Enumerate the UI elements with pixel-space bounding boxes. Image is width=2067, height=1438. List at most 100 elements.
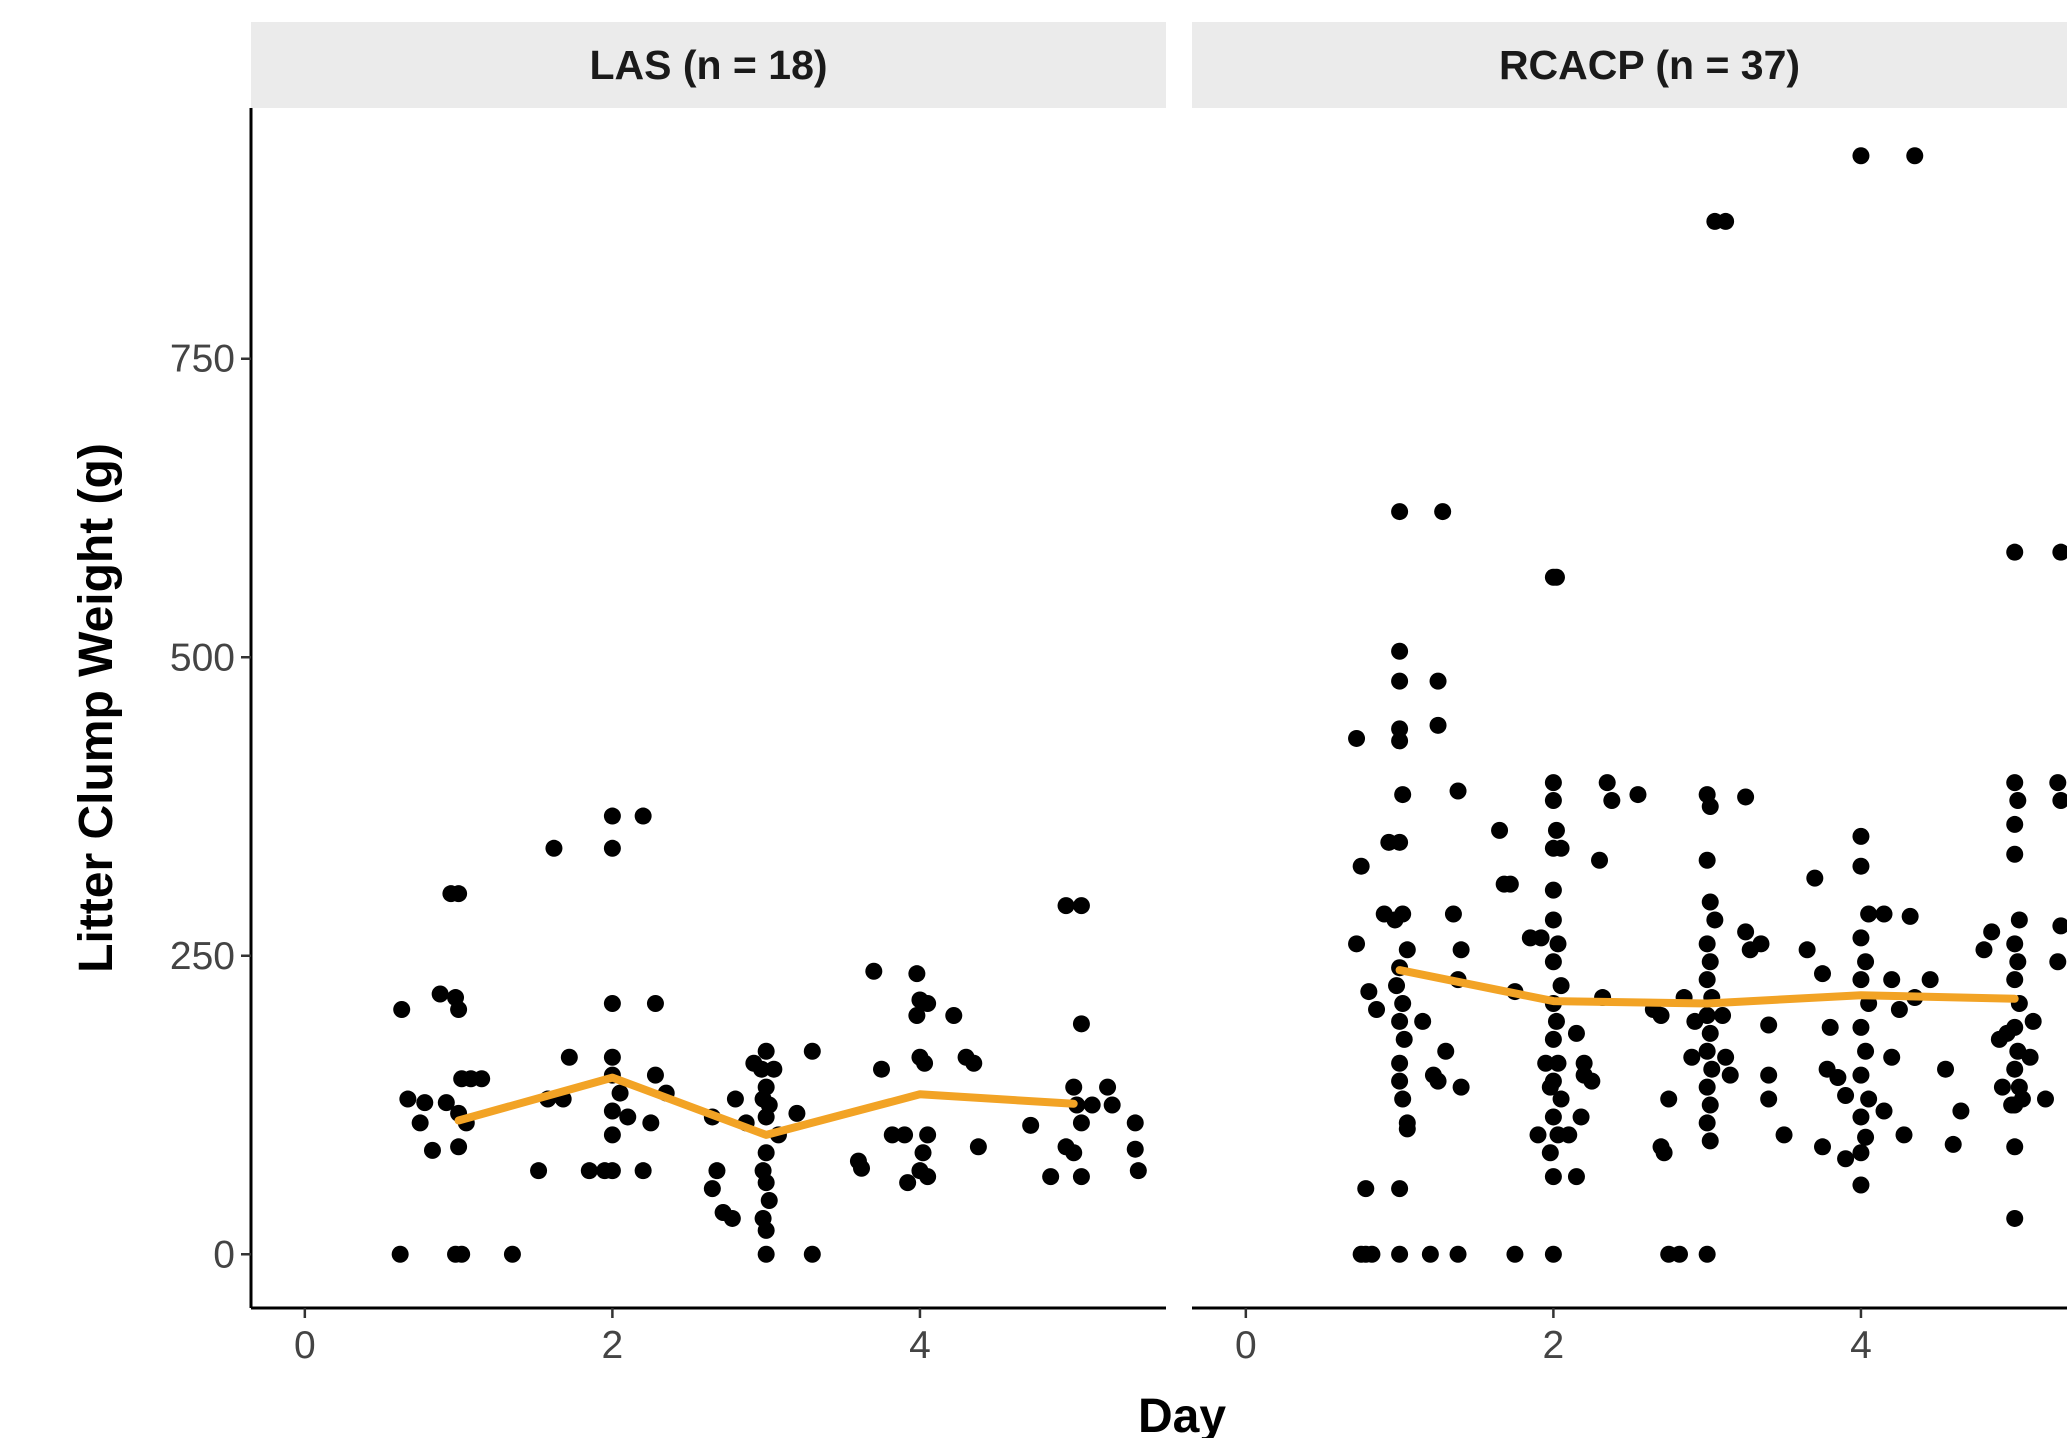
data-point xyxy=(530,1162,548,1180)
data-point xyxy=(803,1245,821,1263)
data-point xyxy=(1394,1090,1412,1108)
data-point xyxy=(1603,792,1621,810)
data-point xyxy=(919,1168,937,1186)
data-point xyxy=(545,839,563,857)
data-point xyxy=(1852,971,1870,989)
data-point xyxy=(1552,839,1570,857)
data-point xyxy=(1506,1245,1524,1263)
data-point xyxy=(1706,911,1724,929)
data-point xyxy=(1821,1018,1839,1036)
y-tick-label: 0 xyxy=(213,1233,235,1276)
data-point xyxy=(1042,1168,1060,1186)
data-point xyxy=(919,995,937,1013)
data-point xyxy=(1701,1024,1719,1042)
data-point xyxy=(1698,1078,1716,1096)
data-point xyxy=(969,1138,987,1156)
data-point xyxy=(2021,1048,2039,1066)
panel-data-layer xyxy=(391,807,1147,1263)
data-point xyxy=(1937,1060,1955,1078)
data-point xyxy=(2006,1138,2024,1156)
data-point xyxy=(1806,869,1824,887)
data-point xyxy=(1895,1126,1913,1144)
data-point xyxy=(619,1108,637,1126)
data-point xyxy=(1544,774,1562,792)
x-tick-label: 2 xyxy=(1543,1324,1565,1367)
trend-line xyxy=(1395,966,2019,1008)
data-point xyxy=(1818,1060,1836,1078)
data-point xyxy=(1398,941,1416,959)
data-point xyxy=(1452,1078,1470,1096)
data-point xyxy=(1857,953,1875,971)
data-point xyxy=(1652,1006,1670,1024)
facet-strip xyxy=(1192,22,2067,108)
data-point xyxy=(1760,1090,1778,1108)
data-point xyxy=(753,1060,771,1078)
data-point xyxy=(1737,923,1755,941)
x-tick-label: 4 xyxy=(909,1324,931,1367)
panel-data-layer xyxy=(1348,147,2067,1263)
data-point xyxy=(603,807,621,825)
data-point xyxy=(2006,1018,2024,1036)
data-point xyxy=(1860,1090,1878,1108)
data-point xyxy=(1391,503,1409,521)
data-point xyxy=(611,1084,629,1102)
facet-strip xyxy=(251,22,1166,108)
data-point xyxy=(2009,792,2027,810)
data-point xyxy=(1537,1054,1555,1072)
trend-line xyxy=(454,1073,1078,1139)
data-point xyxy=(945,1006,963,1024)
data-point xyxy=(646,1066,664,1084)
data-point xyxy=(393,1000,411,1018)
data-point xyxy=(1698,935,1716,953)
data-point xyxy=(1549,1054,1567,1072)
data-point xyxy=(1449,782,1467,800)
y-axis-title: Litter Clump Weight (g) xyxy=(70,443,123,973)
data-point xyxy=(603,1048,621,1066)
data-point xyxy=(1391,732,1409,750)
data-point xyxy=(1852,1176,1870,1194)
data-point xyxy=(646,995,664,1013)
data-point xyxy=(391,1245,409,1263)
data-point xyxy=(1126,1114,1144,1132)
data-point xyxy=(1434,503,1452,521)
data-point xyxy=(1126,1140,1144,1158)
data-point xyxy=(560,1048,578,1066)
data-point xyxy=(1837,1086,1855,1104)
data-point xyxy=(1072,897,1090,915)
data-point xyxy=(1065,1144,1083,1162)
data-point xyxy=(1852,147,1870,165)
data-point xyxy=(1444,905,1462,923)
data-point xyxy=(883,1126,901,1144)
data-point xyxy=(1760,1016,1778,1034)
x-tick-label: 0 xyxy=(294,1324,316,1367)
data-point xyxy=(1547,821,1565,839)
data-point xyxy=(865,962,883,980)
data-point xyxy=(1591,851,1609,869)
data-point xyxy=(431,985,449,1003)
data-point xyxy=(1717,1048,1735,1066)
data-point xyxy=(873,1060,891,1078)
data-point xyxy=(1532,929,1550,947)
data-point xyxy=(1391,1180,1409,1198)
data-point xyxy=(2006,1209,2024,1227)
data-point xyxy=(1857,1128,1875,1146)
data-point xyxy=(1798,941,1816,959)
data-point xyxy=(1544,1072,1562,1090)
data-point xyxy=(1395,1030,1413,1048)
data-point xyxy=(1363,1245,1381,1263)
data-point xyxy=(1567,1168,1585,1186)
facet-strip-title: LAS (n = 18) xyxy=(589,42,827,88)
data-point xyxy=(2052,917,2067,935)
data-point xyxy=(1837,1150,1855,1168)
data-point xyxy=(1683,1048,1701,1066)
data-point xyxy=(2049,953,2067,971)
data-point xyxy=(1057,897,1075,915)
panel-las: LAS (n = 18) 0 2 4 xyxy=(251,22,1166,1367)
data-point xyxy=(1549,935,1567,953)
data-point xyxy=(1860,905,1878,923)
data-point xyxy=(1775,1126,1793,1144)
data-point xyxy=(2049,774,2067,792)
data-point xyxy=(1944,1135,1962,1153)
data-point xyxy=(1852,1144,1870,1162)
data-point xyxy=(437,1094,455,1112)
